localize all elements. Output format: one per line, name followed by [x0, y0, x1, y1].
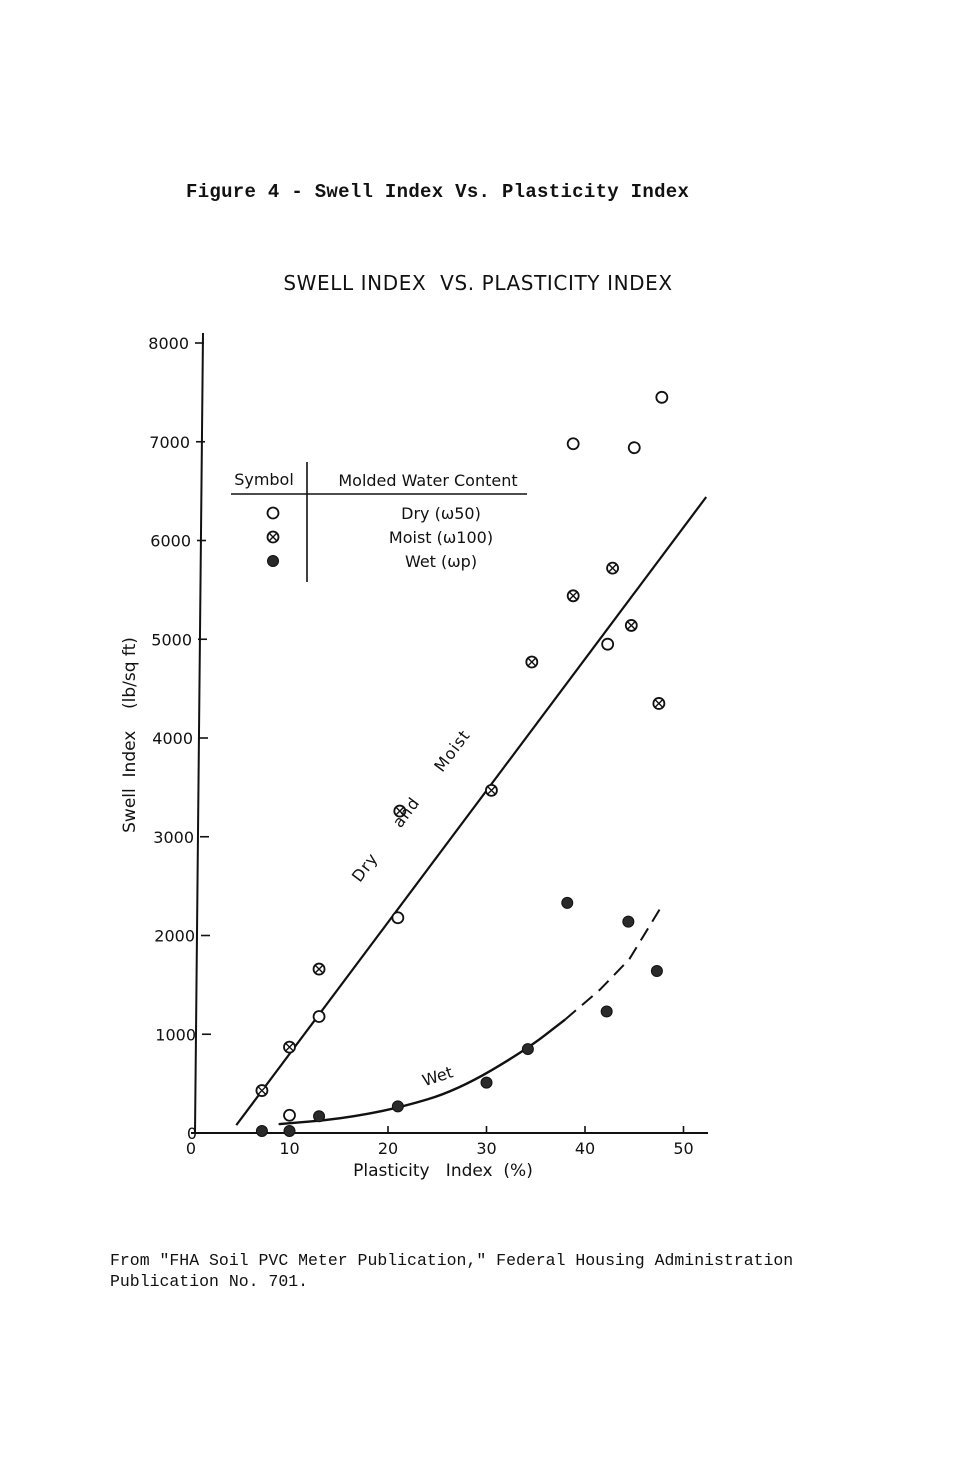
data-point-crossed-circle — [606, 561, 619, 575]
y-tick-label: 8000 — [148, 334, 189, 353]
data-point-filled-circle — [650, 965, 663, 978]
y-axis-line — [194, 332, 204, 1134]
marker-shape — [255, 1125, 268, 1138]
marker-cross — [268, 532, 278, 542]
data-point-filled-circle — [521, 1043, 534, 1056]
y-tick-label: 0 — [187, 1124, 197, 1143]
y-tick-label: 2000 — [154, 927, 195, 946]
x-tick-label: 50 — [673, 1139, 693, 1158]
legend: Symbol Molded Water Content Dry (ω50) Moist… — [231, 462, 527, 582]
data-point-open-circle — [266, 506, 280, 520]
trend-label-dry-moist: Dry and Moist — [348, 726, 474, 886]
data-point-filled-circle — [283, 1125, 296, 1138]
x-tick-label: 20 — [378, 1139, 398, 1158]
source-line-2: Publication No. 701. — [110, 1272, 309, 1291]
data-point-crossed-circle — [255, 1084, 269, 1097]
trend-line-wet-solid — [278, 1018, 567, 1126]
data-point-crossed-circle — [312, 962, 326, 976]
data-point-open-circle — [312, 1010, 326, 1023]
marker-cross — [568, 591, 578, 601]
x-tick-label: 30 — [476, 1139, 496, 1158]
marker-shape — [391, 1100, 404, 1113]
source-line-1: From "FHA Soil PVC Meter Publication," F… — [110, 1251, 794, 1270]
data-point-crossed-circle — [525, 655, 539, 669]
marker-shape — [650, 965, 663, 978]
marker-cross — [257, 1086, 267, 1095]
marker-shape — [655, 390, 669, 404]
marker-shape — [312, 1010, 326, 1023]
legend-symbol-header: Symbol — [234, 470, 294, 489]
y-tick-label: 7000 — [149, 433, 190, 452]
x-tick-label: 40 — [575, 1139, 595, 1158]
marker-cross — [487, 785, 496, 795]
legend-content-header: Molded Water Content — [338, 471, 517, 490]
marker-shape — [601, 637, 615, 651]
marker-shape — [267, 555, 279, 567]
marker-shape — [566, 437, 580, 451]
data-point-crossed-circle — [624, 619, 638, 632]
data-point-filled-circle — [622, 915, 635, 928]
y-tick-label: 4000 — [152, 729, 193, 748]
data-point-crossed-circle — [283, 1040, 296, 1054]
data-point-crossed-circle — [652, 697, 666, 710]
y-tick-label: 5000 — [151, 630, 192, 649]
data-point-crossed-circle — [393, 804, 407, 818]
y-tick-label: 6000 — [150, 532, 191, 551]
marker-cross — [285, 1042, 294, 1052]
marker-shape — [313, 1110, 326, 1123]
data-point-open-circle — [566, 437, 580, 451]
marker-shape — [521, 1043, 534, 1056]
marker-cross — [314, 964, 324, 974]
data-point-open-circle — [391, 911, 405, 925]
data-point-open-circle — [627, 441, 641, 455]
x-axis-label: Plasticity Index (%) — [353, 1161, 533, 1181]
trend-label-wet: Wet — [420, 1062, 455, 1090]
x-tick-label: 10 — [279, 1139, 299, 1158]
marker-cross — [626, 621, 636, 630]
x-tick-label: 0 — [186, 1139, 196, 1158]
data-point-crossed-circle — [566, 589, 580, 603]
trend-line-dry-moist — [235, 496, 708, 1126]
marker-cross — [395, 806, 405, 816]
data-point-filled-circle — [391, 1100, 404, 1113]
marker-cross — [527, 657, 537, 667]
legend-entry-label: Dry (ω50) — [401, 504, 481, 523]
data-point-crossed-circle — [485, 783, 498, 797]
legend-entry-label: Wet (ωp) — [405, 552, 477, 571]
data-point-filled-circle — [313, 1110, 326, 1123]
marker-shape — [627, 441, 641, 455]
data-point-filled-circle — [267, 555, 279, 567]
y-axis-label: Swell Index (lb/sq ft) — [120, 637, 140, 833]
source-note: From "FHA Soil PVC Meter Publication," F… — [110, 1250, 900, 1292]
trend-line-wet-dashed — [564, 905, 663, 1021]
data-point-open-circle — [601, 637, 615, 651]
data-point-crossed-circle — [266, 530, 280, 544]
marker-shape — [283, 1125, 296, 1138]
chart-title: SWELL INDEX VS. PLASTICITY INDEX — [283, 271, 672, 295]
marker-cross — [608, 563, 617, 573]
y-tick-label: 1000 — [155, 1025, 196, 1044]
marker-cross — [654, 699, 664, 708]
marker-shape — [622, 915, 635, 928]
marker-shape — [561, 896, 574, 909]
marker-shape — [480, 1076, 493, 1089]
data-point-filled-circle — [561, 896, 574, 909]
data-point-filled-circle — [600, 1005, 613, 1018]
data-point-filled-circle — [480, 1076, 493, 1089]
marker-shape — [600, 1005, 613, 1018]
tick-marks: 0 1000 2000 3000 4000 5000 6000 7000 8000 0 10 20 30… — [148, 334, 693, 1158]
figure-caption: Figure 4 - Swell Index Vs. Plasticity In… — [186, 181, 690, 203]
data-point-filled-circle — [255, 1125, 268, 1138]
trend-lines — [235, 496, 708, 1126]
y-tick-label: 3000 — [153, 828, 194, 847]
data-point-open-circle — [283, 1108, 296, 1122]
data-points — [255, 390, 669, 1138]
axes — [191, 332, 708, 1134]
marker-shape — [283, 1108, 296, 1122]
marker-shape — [266, 506, 280, 520]
marker-shape — [391, 911, 405, 925]
data-point-open-circle — [655, 390, 669, 404]
legend-entry-label: Moist (ω100) — [389, 528, 493, 547]
